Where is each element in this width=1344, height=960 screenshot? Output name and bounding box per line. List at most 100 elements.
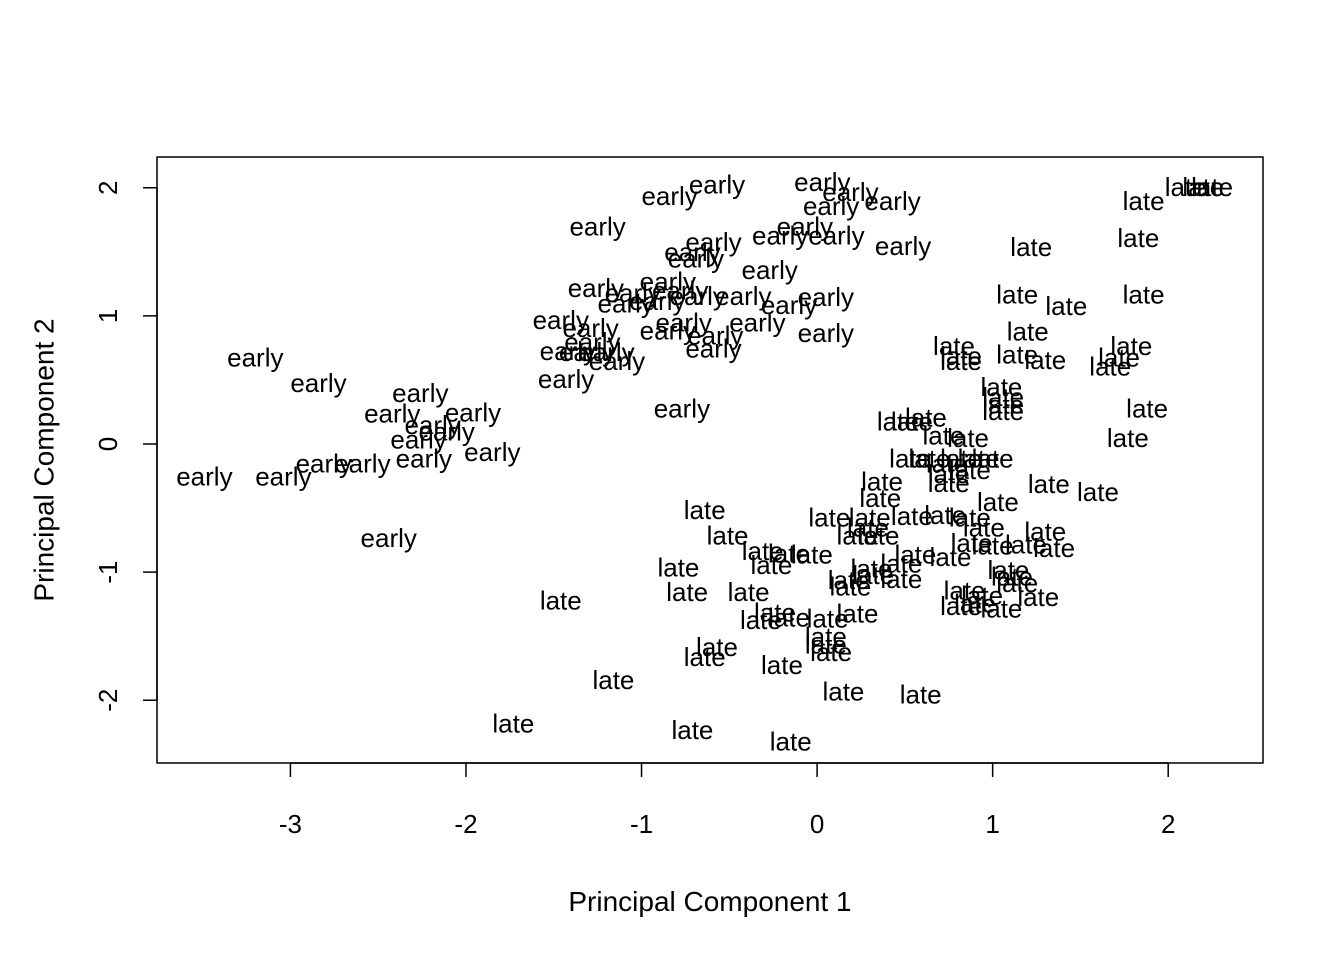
point-label-early: early: [668, 244, 724, 274]
point-label-late: late: [891, 406, 933, 436]
point-label-early: early: [640, 267, 696, 297]
point-label-early: early: [464, 437, 520, 467]
point-label-late: late: [891, 501, 933, 531]
point-label-early: early: [564, 327, 620, 357]
point-label-late: late: [928, 468, 970, 498]
point-label-early: early: [445, 397, 501, 427]
point-label-early: early: [598, 288, 654, 318]
point-label-late: late: [684, 495, 726, 525]
point-label-early: early: [578, 337, 634, 367]
point-label-late: late: [1123, 186, 1165, 216]
point-label-late: late: [996, 568, 1038, 598]
point-label-late: late: [924, 500, 966, 530]
point-label-late: late: [1010, 232, 1052, 262]
point-label-late: late: [810, 637, 852, 667]
point-label-late: late: [861, 467, 903, 497]
point-label-early: early: [562, 313, 618, 343]
point-label-late: late: [954, 588, 996, 618]
point-label-early: early: [742, 255, 798, 285]
point-label-late: late: [750, 550, 792, 580]
point-label-late: late: [996, 280, 1038, 310]
point-label-early: early: [334, 449, 390, 479]
x-tick-label: 0: [810, 809, 824, 839]
point-label-late: late: [923, 420, 965, 450]
point-label-late: late: [947, 423, 989, 453]
point-label-late: late: [492, 709, 534, 739]
point-label-early: early: [255, 461, 311, 491]
point-label-late: late: [905, 403, 947, 433]
point-label-late: late: [696, 632, 738, 662]
x-axis: -3 -2 -1 0 1 2: [279, 762, 1175, 839]
point-label-early: early: [364, 399, 420, 429]
point-label-late: late: [894, 540, 936, 570]
point-label-early: early: [685, 227, 741, 257]
y-tick-label: 2: [93, 181, 123, 195]
x-tick-label: 2: [1161, 809, 1175, 839]
point-label-late: late: [1017, 582, 1059, 612]
point-label-late: late: [982, 396, 1024, 426]
point-label-early: early: [538, 364, 594, 394]
point-label-late: late: [933, 331, 975, 361]
point-label-late: late: [849, 502, 891, 532]
point-label-early: early: [533, 305, 589, 335]
point-label-early: early: [418, 417, 474, 447]
x-tick-label: -2: [454, 809, 477, 839]
point-label-late: late: [928, 459, 970, 489]
point-label-late: late: [982, 382, 1024, 412]
point-label-late: late: [944, 575, 986, 605]
point-label-early: early: [798, 318, 854, 348]
point-label-early: early: [296, 449, 352, 479]
point-label-late: late: [671, 715, 713, 745]
point-label-late: late: [880, 549, 922, 579]
point-label-late: late: [1110, 331, 1152, 361]
x-axis-title: Principal Component 1: [568, 886, 851, 917]
point-label-early: early: [777, 212, 833, 242]
point-label-late: late: [930, 542, 972, 572]
point-label-early: early: [794, 167, 850, 197]
point-label-late: late: [859, 483, 901, 513]
point-label-late: late: [707, 520, 749, 550]
point-label-early: early: [559, 337, 615, 367]
point-label-early: early: [670, 281, 726, 311]
point-label-late: late: [1165, 172, 1207, 202]
point-label-late: late: [805, 622, 847, 652]
point-label-late: late: [977, 487, 1019, 517]
point-label-late: late: [940, 591, 982, 621]
point-label-late: late: [958, 444, 1000, 474]
y-tick-label: 0: [93, 437, 123, 451]
point-label-late: late: [1123, 280, 1165, 310]
point-label-early: early: [589, 346, 645, 376]
x-tick-label: -1: [630, 809, 653, 839]
point-label-late: late: [982, 390, 1024, 420]
point-label-late: late: [808, 502, 850, 532]
y-axis-title: Principal Component 2: [28, 318, 59, 601]
point-label-late: late: [1024, 517, 1066, 547]
point-label-late: late: [768, 602, 810, 632]
point-label-late: late: [791, 540, 833, 570]
point-label-early: early: [640, 315, 696, 345]
point-label-late: late: [908, 444, 950, 474]
point-label-early: early: [396, 444, 452, 474]
point-label-late: late: [858, 520, 900, 550]
point-label-late: late: [805, 629, 847, 659]
point-label-late: late: [940, 444, 982, 474]
point-label-late: late: [900, 679, 942, 709]
point-label-early: early: [875, 231, 931, 261]
x-tick-label: 1: [985, 809, 999, 839]
point-label-late: late: [1005, 529, 1047, 559]
point-label-early: early: [654, 394, 710, 424]
point-label-late: late: [1028, 469, 1070, 499]
point-label-early: early: [652, 276, 708, 306]
point-label-early: early: [568, 273, 624, 303]
point-label-late: late: [972, 531, 1014, 561]
point-label-late: late: [940, 346, 982, 376]
point-label-early: early: [655, 308, 711, 338]
point-label-late: late: [1033, 533, 1075, 563]
point-label-late: late: [963, 513, 1005, 543]
point-label-late: late: [1077, 477, 1119, 507]
point-label-early: early: [641, 181, 697, 211]
point-label-early: early: [361, 523, 417, 553]
point-label-late: late: [980, 593, 1022, 623]
point-label-late: late: [657, 552, 699, 582]
